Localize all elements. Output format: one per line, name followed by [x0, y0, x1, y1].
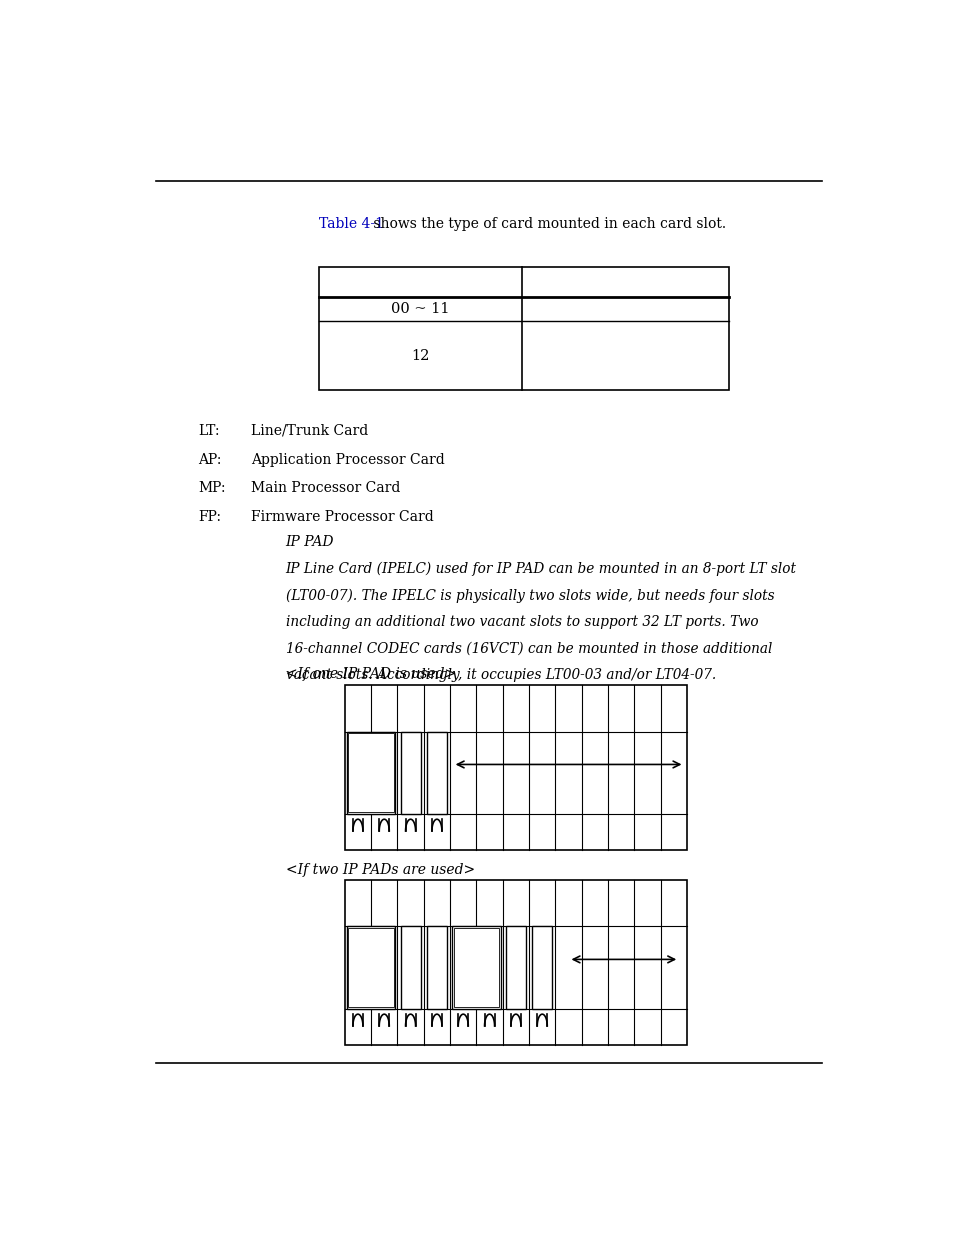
Text: Firmware Processor Card: Firmware Processor Card [251, 510, 434, 524]
Text: (LT00-07). The IPELC is physically two slots wide, but needs four slots: (LT00-07). The IPELC is physically two s… [285, 589, 774, 603]
Bar [532, 926, 552, 1009]
Text: Line/Trunk Card: Line/Trunk Card [251, 424, 368, 438]
Bar [344, 881, 686, 1045]
Bar [426, 926, 446, 1009]
Text: IP PAD: IP PAD [285, 535, 334, 550]
Text: Table 4-1: Table 4-1 [318, 216, 383, 231]
Bar [426, 731, 446, 814]
Bar [453, 929, 498, 1007]
Text: <If one IP PAD is used>: <If one IP PAD is used> [285, 667, 456, 682]
Text: LT:: LT: [198, 424, 219, 438]
Bar [505, 926, 525, 1009]
Bar [400, 926, 420, 1009]
Text: Main Processor Card: Main Processor Card [251, 482, 400, 495]
Bar [318, 267, 728, 390]
Text: 00 ~ 11: 00 ~ 11 [391, 303, 449, 316]
Bar [452, 926, 500, 1009]
Text: IP Line Card (IPELC) used for IP PAD can be mounted in an 8-port LT slot: IP Line Card (IPELC) used for IP PAD can… [285, 562, 796, 577]
Bar [348, 929, 394, 1007]
Text: including an additional two vacant slots to support 32 LT ports. Two: including an additional two vacant slots… [285, 615, 758, 629]
Text: FP:: FP: [198, 510, 221, 524]
Bar [344, 685, 686, 850]
Text: shows the type of card mounted in each card slot.: shows the type of card mounted in each c… [369, 216, 725, 231]
Text: 12: 12 [411, 348, 429, 363]
Text: vacant slots. Accordingly, it occupies LT00-03 and/or LT04-07.: vacant slots. Accordingly, it occupies L… [285, 668, 715, 683]
Bar [400, 731, 420, 814]
Bar [347, 731, 395, 814]
Text: <If two IP PADs are used>: <If two IP PADs are used> [285, 863, 475, 877]
Text: AP:: AP: [198, 452, 221, 467]
Text: MP:: MP: [198, 482, 226, 495]
Text: Application Processor Card: Application Processor Card [251, 452, 444, 467]
Bar [347, 926, 395, 1009]
Bar [348, 734, 394, 813]
Text: 16-channel CODEC cards (16VCT) can be mounted in those additional: 16-channel CODEC cards (16VCT) can be mo… [285, 642, 771, 656]
